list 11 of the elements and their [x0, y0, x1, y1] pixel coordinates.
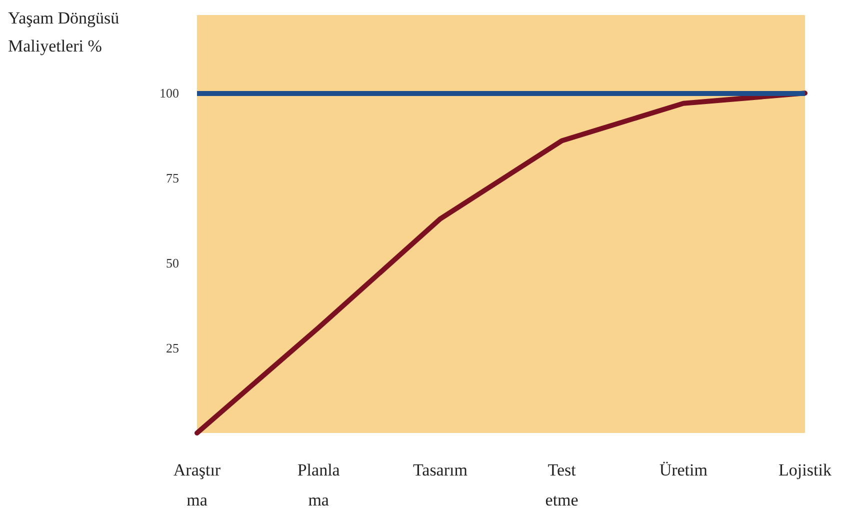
x-tick-label: Araştır ma — [173, 460, 221, 510]
x-tick-label: Tasarım — [412, 460, 468, 480]
x-tick-label: Planla ma — [297, 460, 340, 510]
y-tick-label: 75 — [166, 170, 179, 186]
y-tick-label: 100 — [160, 86, 179, 101]
x-tick-label: Üretim — [659, 460, 708, 480]
x-tick-label: Test etme — [545, 460, 578, 510]
x-tick-label: Lojistik — [778, 460, 832, 480]
y-tick-label: 50 — [166, 256, 179, 271]
y-axis-title: Yaşam Döngüsü Maliyetleri % — [8, 8, 120, 56]
y-tick-label: 25 — [166, 340, 179, 356]
